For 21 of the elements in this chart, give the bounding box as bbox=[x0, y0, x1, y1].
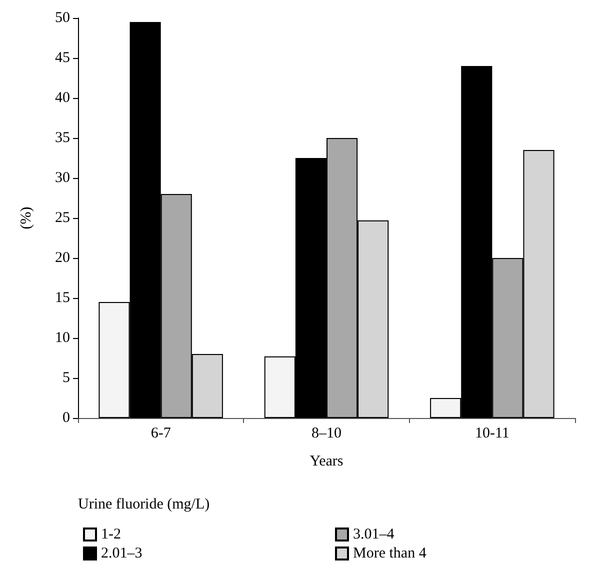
legend-title: Urine fluoride (mg/L) bbox=[78, 496, 210, 512]
x-axis-title: Years bbox=[310, 454, 344, 470]
y-tick-label: 15 bbox=[55, 290, 70, 306]
y-tick-label: 50 bbox=[55, 10, 70, 26]
y-tick-label: 5 bbox=[62, 370, 70, 386]
y-tick-label: 40 bbox=[55, 90, 70, 106]
y-tick-label: 10 bbox=[55, 330, 70, 346]
y-tick-label: 25 bbox=[55, 210, 70, 226]
x-tick-label: 10-11 bbox=[474, 426, 510, 442]
legend-label: 1-2 bbox=[101, 526, 121, 542]
y-tick-label: 0 bbox=[62, 410, 70, 426]
y-tick-label: 45 bbox=[55, 50, 70, 66]
y-tick-label: 30 bbox=[55, 170, 70, 186]
y-tick-label: 35 bbox=[55, 130, 70, 146]
legend-label: 2.01–3 bbox=[101, 546, 142, 562]
x-tick-label: 8–10 bbox=[312, 426, 342, 442]
x-tick-label: 6-7 bbox=[150, 426, 172, 442]
y-tick-label: 20 bbox=[55, 250, 70, 266]
legend-label: 3.01–4 bbox=[353, 526, 395, 542]
legend-label: More than 4 bbox=[353, 546, 427, 562]
y-axis-title: (%) bbox=[18, 206, 34, 230]
